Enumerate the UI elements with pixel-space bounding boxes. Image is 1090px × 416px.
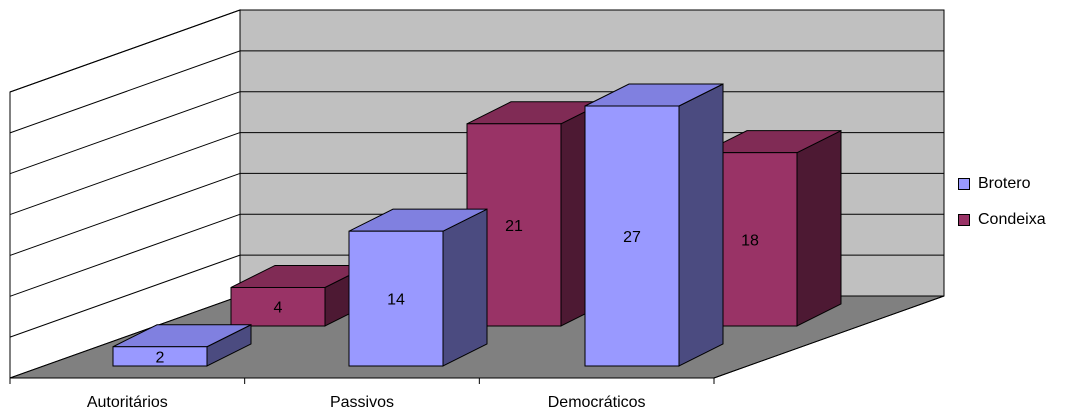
x-tick-label-democráticos: Democráticos: [548, 394, 646, 411]
bar-brotero-democráticos: 27: [584, 83, 724, 367]
legend-swatch-condeixa: [958, 214, 970, 226]
legend-item-brotero: Brotero: [958, 175, 1030, 193]
x-tick-label-autoritários: Autoritários: [87, 394, 168, 411]
legend-label-condeixa: Condeixa: [978, 211, 1046, 228]
gridline-side: [9, 213, 241, 297]
data-label-condeixa-passivos: 21: [505, 218, 523, 235]
bar-side-brotero-democráticos: [678, 83, 724, 367]
legend-label-brotero: Brotero: [978, 175, 1031, 192]
bar-side-condeixa-democráticos: [796, 129, 842, 327]
legend-item-condeixa: Condeixa: [958, 211, 1046, 229]
gridline-side: [9, 9, 241, 93]
gridline-side: [9, 132, 241, 216]
x-tick-label-passivos: Passivos: [330, 394, 394, 411]
bars: 4 2 21 14 18 27: [112, 83, 842, 367]
floor-right-edge: [713, 295, 945, 379]
bar-front-brotero-passivos: [348, 230, 444, 367]
bar-front-condeixa-autoritários: [230, 286, 326, 327]
data-label-condeixa-autoritários: 4: [274, 300, 283, 317]
bar-front-brotero-autoritários: [112, 346, 208, 367]
bar-condeixa-autoritários: 4: [230, 264, 370, 327]
gridline-side: [9, 254, 241, 338]
gridline-side: [9, 91, 241, 175]
bar-brotero-autoritários: 2: [112, 323, 252, 367]
bar-condeixa-democráticos: 18: [702, 129, 842, 327]
bar-condeixa-passivos: 21: [466, 100, 606, 327]
data-label-brotero-autoritários: 2: [156, 349, 165, 366]
bar-side-brotero-passivos: [442, 208, 488, 367]
gridline-side: [9, 172, 241, 256]
legend-swatch-brotero: [958, 178, 970, 190]
bar-brotero-passivos: 14: [348, 208, 488, 367]
data-label-brotero-democráticos: 27: [623, 229, 641, 246]
data-label-condeixa-democráticos: 18: [741, 232, 759, 249]
x-axis: Autoritários Passivos Democráticos: [9, 295, 945, 411]
gridline-side: [9, 50, 241, 134]
bar-front-brotero-democráticos: [584, 105, 680, 367]
data-label-brotero-passivos: 14: [387, 292, 405, 309]
